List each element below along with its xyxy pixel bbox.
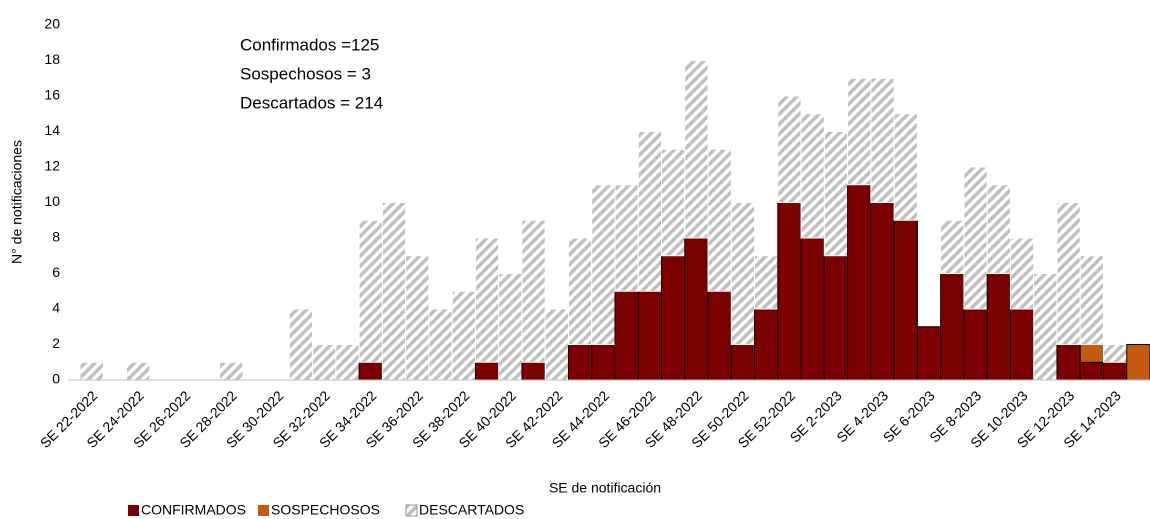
bar-segment xyxy=(1079,255,1104,345)
y-tick-label: 4 xyxy=(52,300,60,316)
bar-segment xyxy=(1079,361,1104,381)
bar-segment xyxy=(870,77,895,203)
bar-segment xyxy=(567,344,593,381)
bar-segment xyxy=(126,361,151,381)
bar-segment xyxy=(940,219,965,274)
y-tick-label: 18 xyxy=(44,51,60,67)
bar-segment xyxy=(777,202,802,381)
bar-segment xyxy=(893,219,918,381)
bar-segment xyxy=(591,184,616,345)
legend-swatch xyxy=(128,505,139,516)
bar-segment xyxy=(684,237,709,381)
y-tick-label: 10 xyxy=(44,193,60,209)
y-tick-label: 6 xyxy=(52,264,60,280)
bar-segment xyxy=(637,290,663,381)
bar-segment xyxy=(1033,273,1058,381)
bar-segment xyxy=(521,361,546,381)
bar-segment xyxy=(730,202,756,345)
legend-label: CONFIRMADOS xyxy=(141,502,246,518)
bar-segment xyxy=(940,273,965,381)
y-tick-label: 2 xyxy=(52,335,60,351)
bar-segment xyxy=(823,255,849,381)
bar-segment xyxy=(1009,308,1035,381)
bar-segment xyxy=(986,184,1011,274)
annotation: Sospechosos = 3 xyxy=(240,64,371,83)
bar-segment xyxy=(823,131,849,257)
y-tick-label: 16 xyxy=(44,87,60,103)
bar-segment xyxy=(707,148,732,292)
bar-segment xyxy=(893,113,918,221)
bar-segment xyxy=(1102,361,1128,381)
y-tick-label: 20 xyxy=(44,16,60,32)
bar-segment xyxy=(474,361,500,381)
y-tick-label: 0 xyxy=(52,371,60,387)
bar-segment xyxy=(870,202,895,381)
bar-segment xyxy=(1009,237,1035,310)
bar-segment xyxy=(451,290,476,381)
legend-swatch xyxy=(258,505,269,516)
bar-segment xyxy=(288,308,314,381)
bar-segment xyxy=(1079,344,1104,363)
annotation: Descartados = 214 xyxy=(240,93,383,112)
bar-segment xyxy=(591,344,616,381)
bar-segment xyxy=(661,148,686,257)
y-axis-title: N° de notificaciones xyxy=(9,140,25,264)
bar-segment xyxy=(707,290,732,381)
bar-segment xyxy=(777,95,802,203)
bar-segment xyxy=(428,308,453,381)
bar-segment xyxy=(405,255,430,381)
bar-segment xyxy=(1056,202,1081,345)
bar-segment xyxy=(847,184,872,381)
bar-segment xyxy=(1126,344,1150,381)
legend-label: SOSPECHOSOS xyxy=(271,502,380,518)
bar-segment xyxy=(544,308,569,381)
y-tick-label: 14 xyxy=(44,122,60,138)
bar-segment xyxy=(312,344,337,381)
bar-segment xyxy=(754,308,779,381)
bar-segment xyxy=(800,237,825,381)
legend-label: DESCARTADOS xyxy=(419,502,524,518)
y-tick-label: 12 xyxy=(44,158,60,174)
bar-segment xyxy=(637,131,663,292)
bar-segment xyxy=(474,237,500,363)
bar-segment xyxy=(358,361,383,381)
bar-segment xyxy=(1102,344,1128,363)
bar-segment xyxy=(800,113,825,239)
y-tick-label: 8 xyxy=(52,229,60,245)
legend-swatch xyxy=(405,504,418,517)
bar-segment xyxy=(219,361,244,381)
bar-segment xyxy=(614,184,639,292)
bar-segment xyxy=(916,326,942,381)
annotation: Confirmados =125 xyxy=(240,35,379,54)
bar-segment xyxy=(521,219,546,363)
bar-segment xyxy=(730,344,756,381)
bar-segment xyxy=(358,219,383,363)
bar-segment xyxy=(963,308,988,381)
bar-segment xyxy=(335,344,360,381)
bar-segment xyxy=(567,237,593,345)
bar-segment xyxy=(684,60,709,239)
bar-segment xyxy=(381,202,407,381)
bar-segment xyxy=(661,255,686,381)
bar-segment xyxy=(498,273,523,381)
x-axis-title: SE de notificación xyxy=(549,480,661,496)
bar-segment xyxy=(614,290,639,381)
bar-segment xyxy=(79,361,104,381)
bar-segment xyxy=(754,255,779,310)
bar-segment xyxy=(1056,344,1081,381)
bar-segment xyxy=(847,77,872,186)
bar-segment xyxy=(963,166,988,310)
bar-segment xyxy=(986,273,1011,381)
